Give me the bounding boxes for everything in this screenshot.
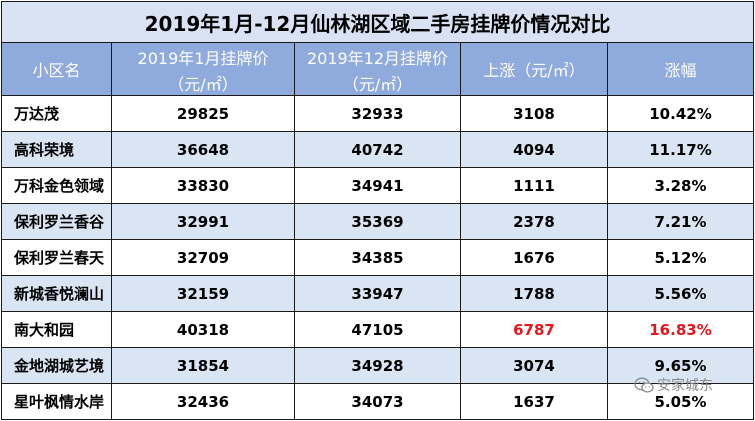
- cell-jan-price: 32991: [111, 203, 295, 240]
- cell-rise: 1637: [460, 383, 608, 420]
- cell-pct: 10.42%: [607, 95, 754, 132]
- cell-rise: 1111: [460, 167, 608, 204]
- table-row: 万科金色领域 33830 34941 1111 3.28%: [1, 167, 754, 204]
- cell-name: 新城香悦澜山: [1, 275, 112, 312]
- cell-dec-price: 34941: [294, 167, 461, 204]
- cell-rise: 4094: [460, 131, 608, 168]
- cell-dec-price: 34073: [294, 383, 461, 420]
- header-jan-unit: （元/㎡）: [111, 70, 295, 96]
- table-row: 金地湖城艺境 31854 34928 3074 9.65%: [1, 347, 754, 384]
- cell-pct: 3.28%: [607, 167, 754, 204]
- cell-jan-price: 32709: [111, 239, 295, 276]
- cell-name: 万科金色领域: [1, 167, 112, 204]
- cell-pct: 11.17%: [607, 131, 754, 168]
- cell-pct: 9.65%: [607, 347, 754, 384]
- cell-rise: 1676: [460, 239, 608, 276]
- header-dec: 2019年12月挂牌价: [294, 42, 461, 70]
- cell-jan-price: 29825: [111, 95, 295, 132]
- cell-rise: 1788: [460, 275, 608, 312]
- cell-rise: 3108: [460, 95, 608, 132]
- cell-jan-price: 40318: [111, 311, 295, 348]
- cell-dec-price: 34928: [294, 347, 461, 384]
- cell-name: 南大和园: [1, 311, 112, 348]
- cell-rise: 6787: [460, 311, 608, 348]
- header-rise: 上涨（元/㎡）: [460, 42, 608, 96]
- header-dec-unit: （元/㎡）: [294, 70, 461, 96]
- cell-name: 保利罗兰春天: [1, 239, 112, 276]
- cell-jan-price: 32436: [111, 383, 295, 420]
- cell-dec-price: 35369: [294, 203, 461, 240]
- cell-name: 保利罗兰香谷: [1, 203, 112, 240]
- cell-name: 万达茂: [1, 95, 112, 132]
- header-name: 小区名: [1, 42, 112, 96]
- table-row: 高科荣境 36648 40742 4094 11.17%: [1, 131, 754, 168]
- cell-pct: 5.05%: [607, 383, 754, 420]
- cell-jan-price: 36648: [111, 131, 295, 168]
- cell-dec-price: 40742: [294, 131, 461, 168]
- cell-dec-price: 47105: [294, 311, 461, 348]
- table-row: 保利罗兰春天 32709 34385 1676 5.12%: [1, 239, 754, 276]
- watermark: 安家城东: [634, 375, 713, 395]
- table-row: 新城香悦澜山 32159 33947 1788 5.56%: [1, 275, 754, 312]
- table-row: 南大和园 40318 47105 6787 16.83%: [1, 311, 754, 348]
- table-row: 星叶枫情水岸 32436 34073 1637 5.05%: [1, 383, 754, 420]
- cell-rise: 3074: [460, 347, 608, 384]
- table-row: 万达茂 29825 32933 3108 10.42%: [1, 95, 754, 132]
- cell-name: 高科荣境: [1, 131, 112, 168]
- cell-jan-price: 33830: [111, 167, 295, 204]
- cell-jan-price: 31854: [111, 347, 295, 384]
- cell-pct: 16.83%: [607, 311, 754, 348]
- watermark-text: 安家城东: [657, 378, 713, 394]
- cell-rise: 2378: [460, 203, 608, 240]
- cell-jan-price: 32159: [111, 275, 295, 312]
- table-title: 2019年1月-12月仙林湖区域二手房挂牌价情况对比: [1, 1, 754, 43]
- cell-name: 金地湖城艺境: [1, 347, 112, 384]
- cell-name: 星叶枫情水岸: [1, 383, 112, 420]
- cell-pct: 7.21%: [607, 203, 754, 240]
- table-body: 万达茂 29825 32933 3108 10.42% 高科荣境 36648 40742 409…: [1, 95, 754, 420]
- wechat-icon: [634, 377, 654, 394]
- header-jan: 2019年1月挂牌价: [111, 42, 295, 70]
- cell-dec-price: 34385: [294, 239, 461, 276]
- cell-pct: 5.56%: [607, 275, 754, 312]
- table-row: 保利罗兰香谷 32991 35369 2378 7.21%: [1, 203, 754, 240]
- cell-dec-price: 33947: [294, 275, 461, 312]
- cell-dec-price: 32933: [294, 95, 461, 132]
- cell-pct: 5.12%: [607, 239, 754, 276]
- header-pct: 涨幅: [607, 42, 754, 96]
